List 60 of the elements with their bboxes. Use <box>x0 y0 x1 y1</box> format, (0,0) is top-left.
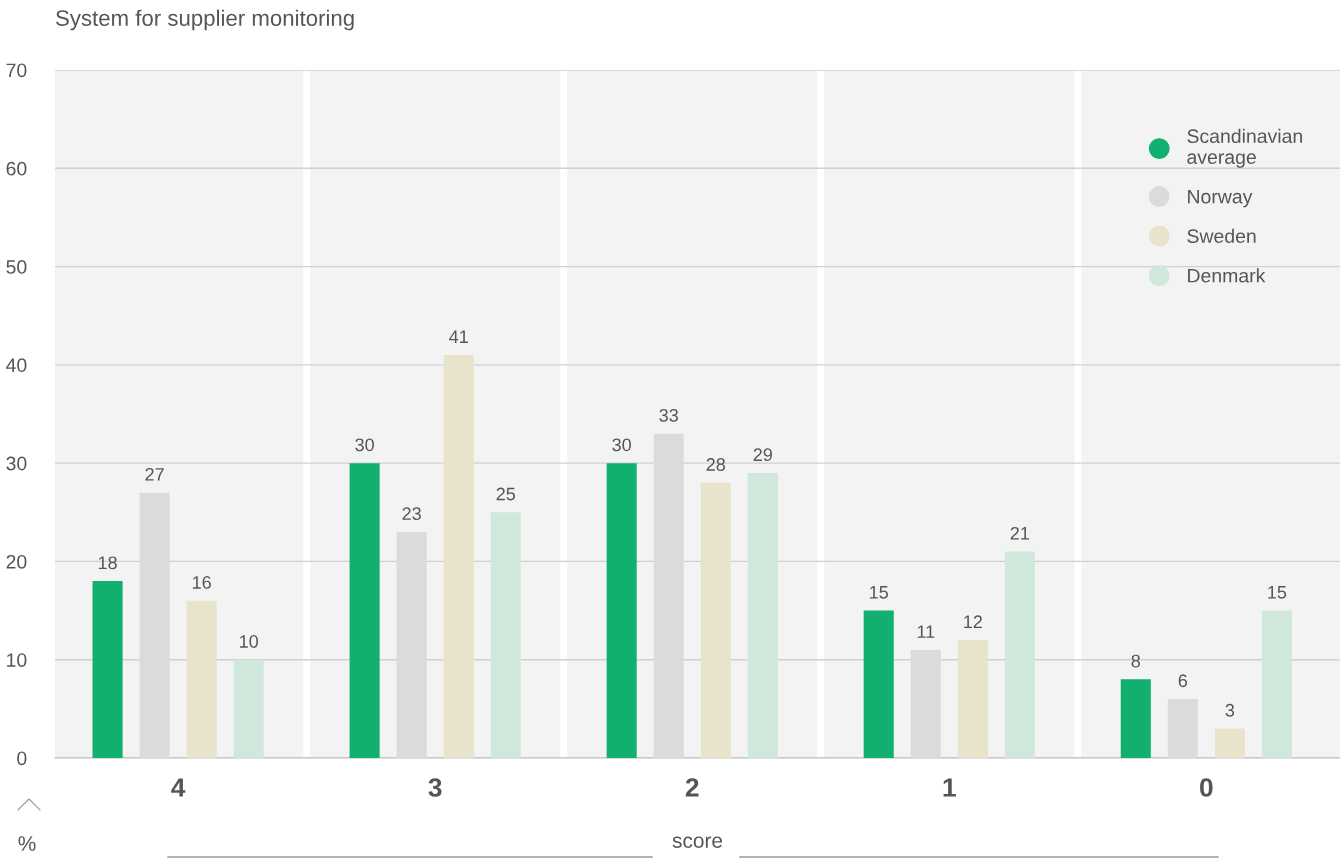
data-label: 15 <box>870 586 889 599</box>
bar <box>349 463 380 758</box>
x-tick-label: 2 <box>685 778 699 797</box>
y-tick-label: 10 <box>7 653 27 667</box>
data-label: 6 <box>1178 674 1188 688</box>
y-tick-label: 20 <box>6 554 27 569</box>
bar <box>186 600 217 758</box>
y-tick-label: 60 <box>6 161 27 176</box>
bar <box>700 482 731 758</box>
data-label: 33 <box>659 408 678 422</box>
data-label: 30 <box>355 438 374 452</box>
data-label: 27 <box>145 467 164 481</box>
data-label: 3 <box>1225 703 1235 717</box>
data-label: 21 <box>1010 526 1029 540</box>
data-label: 15 <box>1268 586 1287 599</box>
x-tick-label: 4 <box>171 778 186 797</box>
bar <box>443 355 474 758</box>
bar <box>957 640 988 758</box>
y-axis-title: % <box>18 836 36 851</box>
bar <box>1004 551 1035 758</box>
data-label: 23 <box>402 507 421 521</box>
bar <box>139 492 170 758</box>
data-label: 12 <box>964 615 982 628</box>
bar <box>1167 699 1198 758</box>
data-label: 30 <box>612 438 632 452</box>
bar <box>1120 679 1151 758</box>
data-label: 10 <box>240 635 259 648</box>
bar <box>747 472 778 758</box>
x-axis-title: score <box>672 836 723 848</box>
data-label: 41 <box>449 330 468 343</box>
x-tick-label: 0 <box>1200 778 1213 797</box>
bar <box>1261 610 1292 758</box>
bar <box>863 610 894 758</box>
data-label: 25 <box>496 487 516 501</box>
bar <box>1214 728 1245 758</box>
chart-title: System for supplier monitoring <box>56 9 354 31</box>
data-label: 16 <box>192 576 211 589</box>
data-label: 18 <box>98 556 117 570</box>
x-tick-label: 3 <box>428 778 442 797</box>
y-tick-label: 50 <box>6 260 27 274</box>
bar <box>910 649 941 758</box>
legend-label: Denmark <box>1188 268 1266 283</box>
legend-label: Sweden <box>1187 228 1256 244</box>
x-tick-label: 1 <box>943 778 956 797</box>
data-label: 29 <box>753 448 772 462</box>
y-tick-label: 40 <box>6 358 27 373</box>
legend-label: Scandinavian average <box>1187 128 1302 168</box>
bar <box>653 433 684 758</box>
data-label: 8 <box>1131 654 1141 668</box>
bar <box>490 512 521 758</box>
bar <box>396 531 427 758</box>
bar <box>92 581 123 758</box>
legend-label: Norway <box>1188 189 1253 208</box>
y-tick-label: 30 <box>6 456 27 471</box>
bar <box>233 659 264 758</box>
y-tick-label: 70 <box>6 63 27 78</box>
y-tick-label: 0 <box>17 751 27 766</box>
data-label: 28 <box>706 458 726 471</box>
bar <box>606 463 637 758</box>
data-label: 11 <box>917 625 935 638</box>
